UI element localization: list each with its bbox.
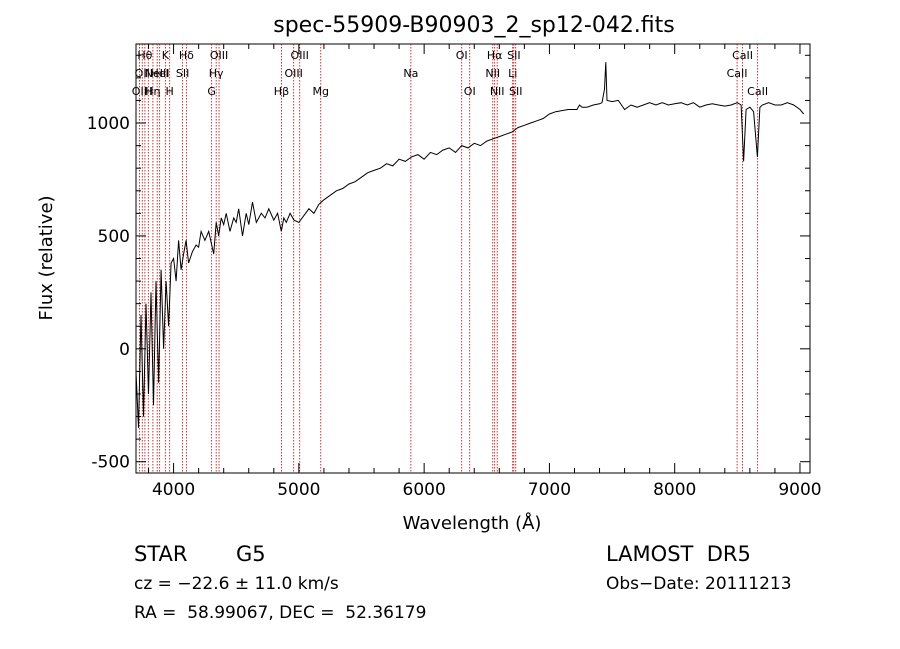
line-label: NeIII [145,67,170,80]
line-label: SII [509,85,522,98]
line-label: Na [403,67,418,80]
x-axis-label: Wavelength (Å) [403,512,542,534]
x-axis-ticks: 4000 5000 6000 7000 8000 9000 [148,44,822,500]
line-label: NII [490,85,505,98]
line-label: OII [132,85,147,98]
line-label: Li [508,67,517,80]
y-tick-label: 0 [119,340,130,360]
y-axis-label: Flux (relative) [36,195,57,320]
line-label: OI [464,85,476,98]
line-label: H [144,85,152,98]
spectrum-line [135,62,805,428]
x-tick-label: 4000 [152,480,195,500]
line-label: Hθ [137,49,152,62]
line-markers [138,44,759,473]
line-label: CaII [732,49,753,62]
y-axis-ticks: -500 0 500 1000 [87,54,810,473]
plot-frame [135,43,811,474]
x-tick-label: 5000 [277,480,320,500]
x-tick-label: 9000 [778,480,821,500]
line-label: OI [456,49,468,62]
survey-name: LAMOST DR5 [606,542,751,566]
y-tick-label: 1000 [87,114,130,134]
x-tick-label: 7000 [528,480,571,500]
x-tick-label: 8000 [653,480,696,500]
y-tick-label: -500 [91,453,130,473]
line-labels: OIIOIIHθHHηNeIIIHeIKHSIIHδGHγOIIIHβOIIIO… [132,49,768,98]
line-label: OII [135,67,150,80]
line-label: OIII [291,49,309,62]
object-type: STAR [134,542,188,566]
chart-title: spec-55909-B90903_2_sp12-042.fits [273,13,675,38]
spectral-subclass: G5 [236,542,266,566]
line-label: SII [507,49,520,62]
line-label: OIII [210,49,228,62]
line-label: Hη [145,85,160,98]
observation-date: Obs−Date: 20111213 [606,574,792,594]
line-label: Hβ [274,85,289,98]
line-label: Hα [487,49,503,62]
line-label: G [207,85,216,98]
ra-dec-coordinates: RA = 58.99067, DEC = 52.36179 [134,603,427,623]
y-tick-label: 500 [98,227,130,247]
line-label: Mg [313,85,329,98]
redshift-velocity: cz = −22.6 ± 11.0 km/s [134,574,339,594]
line-label: Hγ [209,67,224,80]
line-label: OIII [285,67,303,80]
line-label: K [162,49,170,62]
line-label: CaII [747,85,768,98]
line-label: NII [485,67,500,80]
line-label: SII [176,67,189,80]
line-label: CaII [727,67,748,80]
line-label: HeI [151,67,169,80]
line-label: H [166,85,174,98]
line-label: Hδ [179,49,194,62]
x-tick-label: 6000 [403,480,446,500]
